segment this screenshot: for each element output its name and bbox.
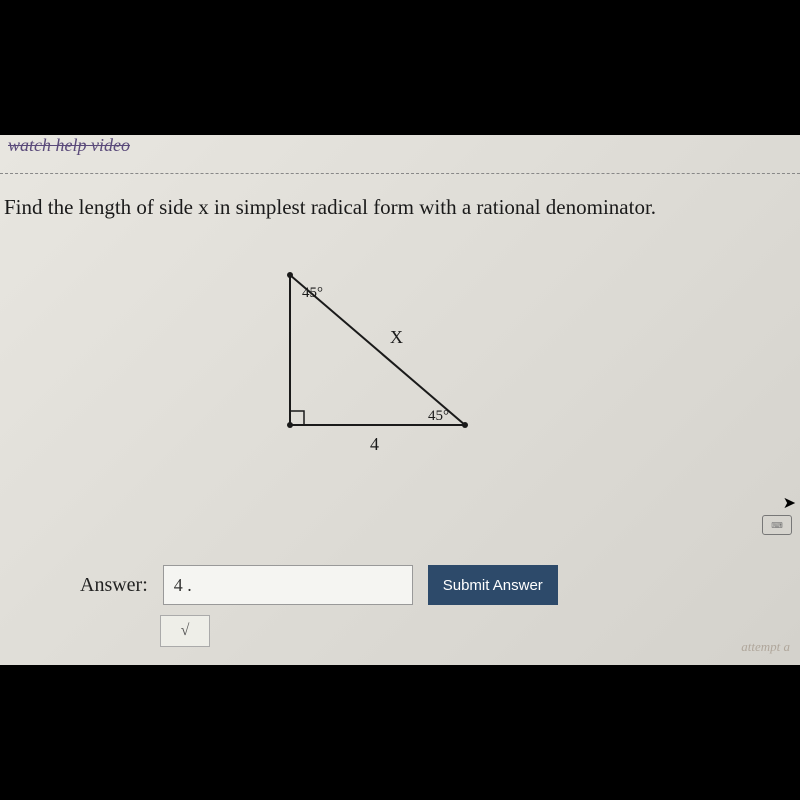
angle-label-top: 45° [302,285,323,301]
keyboard-icon[interactable]: ⌨ [762,515,792,535]
side-label-hypotenuse: X [390,327,403,347]
cursor-icon: ➤ [783,493,796,513]
answer-row: Answer: Submit Answer [80,565,558,605]
sqrt-button[interactable]: √ [160,615,210,647]
help-video-link[interactable]: watch help video [0,135,800,165]
worksheet-photo: watch help video Find the length of side… [0,135,800,665]
submit-answer-button[interactable]: Submit Answer [428,565,558,605]
vertex-top [287,272,293,278]
vertex-bottom-right [462,422,468,428]
angle-label-bottom-right: 45° [428,408,449,424]
triangle-svg: 45° 45° X 4 [250,265,550,475]
side-label-base: 4 [370,434,379,454]
triangle-diagram: 45° 45° X 4 [250,265,550,485]
watermark-text: attempt a [741,639,790,655]
answer-input[interactable] [163,565,413,605]
answer-label: Answer: [80,574,148,597]
question-prompt: Find the length of side x in simplest ra… [4,195,656,220]
sqrt-icon: √ [181,622,190,640]
section-divider [0,173,800,174]
